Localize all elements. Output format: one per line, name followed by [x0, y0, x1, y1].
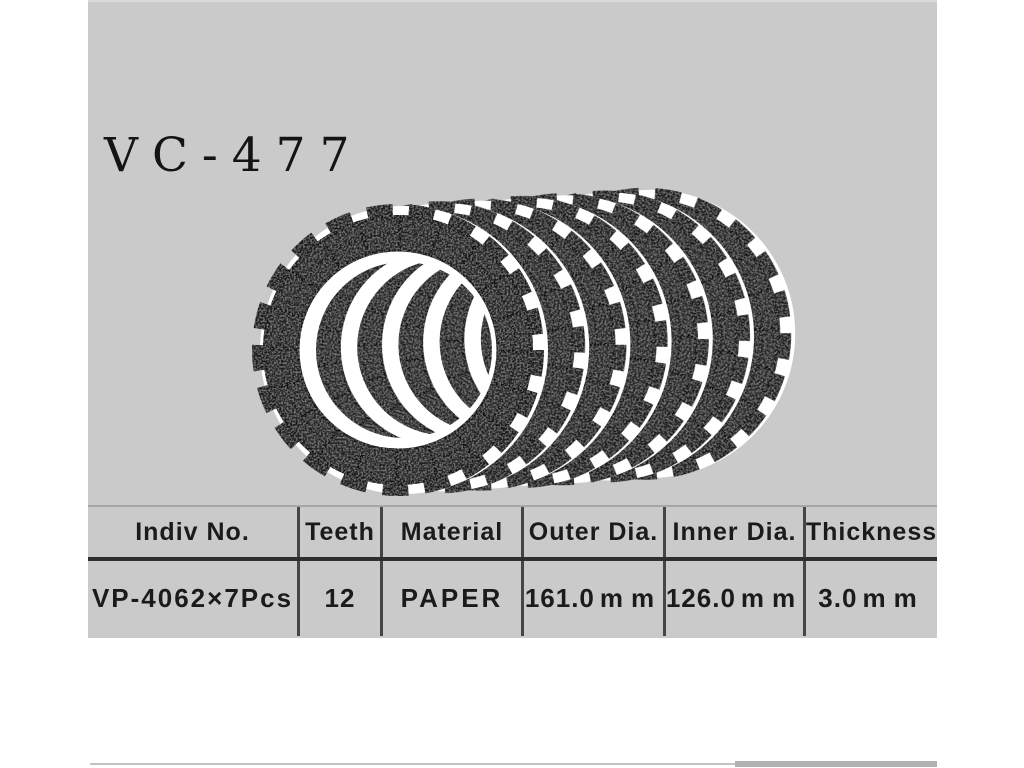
- part-number: VC-477: [104, 128, 364, 183]
- thickness-value: 3.0: [818, 583, 858, 613]
- header-material: Material: [380, 507, 521, 557]
- header-teeth: Teeth: [297, 507, 380, 557]
- inner-dia-unit: mm: [740, 583, 803, 613]
- cell-outer-dia: 161.0 mm: [521, 561, 663, 636]
- scan-edge-block: [735, 761, 937, 767]
- spec-table: Indiv No. Teeth Material Outer Dia. Inne…: [88, 505, 937, 640]
- cell-thickness: 3.0 mm: [803, 561, 937, 636]
- outer-dia-unit: mm: [599, 583, 663, 613]
- thickness-unit: mm: [862, 583, 925, 613]
- cell-inner-dia: 126.0 mm: [663, 561, 803, 636]
- spec-table-header-row: Indiv No. Teeth Material Outer Dia. Inne…: [88, 507, 937, 561]
- catalog-cell: VC-477: [88, 0, 937, 638]
- product-photo-clutch-plates: [88, 2, 937, 505]
- spec-table-data-row: VP-4062×7Pcs 12 PAPER 161.0 mm 126.0 mm …: [88, 561, 937, 636]
- outer-dia-value: 161.0: [524, 583, 595, 613]
- cell-material: PAPER: [380, 561, 521, 636]
- header-outer-dia: Outer Dia.: [521, 507, 663, 557]
- inner-dia-value: 126.0: [665, 583, 736, 613]
- cell-teeth: 12: [297, 561, 380, 636]
- plate-stack: [262, 143, 836, 505]
- header-indiv-no: Indiv No.: [135, 517, 250, 546]
- scan-edge-line: [90, 763, 737, 765]
- header-inner-dia: Inner Dia.: [663, 507, 803, 557]
- header-thickness: Thickness: [803, 507, 937, 557]
- cell-indiv-no: VP-4062×7Pcs: [91, 583, 294, 613]
